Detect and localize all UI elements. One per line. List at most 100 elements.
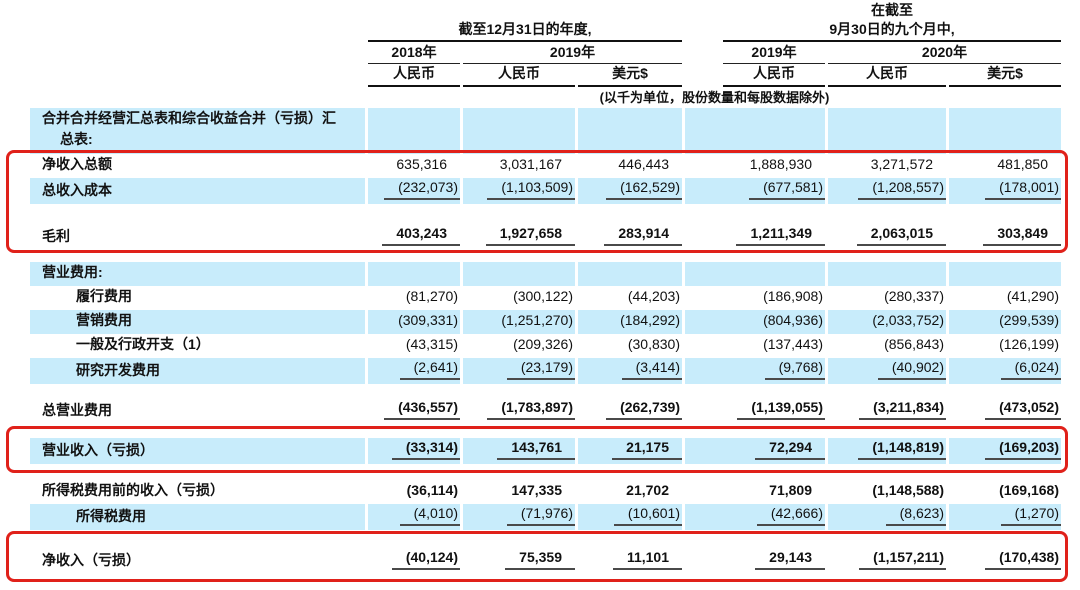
- cell-value: (184,292): [578, 310, 682, 334]
- cell-value: (1,139,055): [685, 398, 825, 424]
- cell-value: (126,199): [949, 334, 1061, 358]
- table-row: 一般及行政开支（1） (43,315) (209,326) (30,830) (137,…: [30, 334, 1061, 358]
- value-text: 3,271,572: [870, 156, 933, 172]
- value-text: 11,101: [612, 548, 682, 570]
- value-text: (4,010): [399, 504, 460, 526]
- table-row-section-header: 合并合并经营汇总表和综合收益合并（亏损）汇 总表:: [30, 108, 1061, 154]
- table-row: 所得税费用 (4,010) (71,976) (10,601) (42,666) (8,6…: [30, 504, 1061, 530]
- table-row: 总收入成本 (232,073) (1,103,509) (162,529) (677,5…: [30, 178, 1061, 204]
- value-text: (9,768): [764, 358, 825, 380]
- header-spacer-cell: [30, 87, 365, 108]
- value-text: (473,052): [985, 398, 1061, 420]
- cell-value: (23,179): [463, 358, 575, 384]
- section-header-fill: [368, 108, 460, 154]
- spacer-cell: [30, 530, 1061, 544]
- value-text: (2,641): [399, 358, 460, 380]
- cell-value: 1,888,930: [685, 154, 825, 178]
- table-row: 净收入总额 635,316 3,031,167 446,443 1,888,930 3,2…: [30, 154, 1061, 178]
- cell-value: (280,337): [828, 286, 946, 310]
- row-label: 研究开发费用: [30, 358, 365, 384]
- cell-value: (186,908): [685, 286, 825, 310]
- value-text: (232,073): [384, 178, 460, 200]
- section-header-fill: [685, 108, 825, 154]
- value-text: (1,157,211): [859, 548, 946, 570]
- cell-value: 635,316: [368, 154, 460, 178]
- cell-value: (10,601): [578, 504, 682, 530]
- value-text: (1,148,819): [858, 438, 946, 460]
- header-currency-rmb-4: 人民币: [828, 64, 946, 87]
- value-text: (1,783,897): [487, 398, 575, 420]
- value-text: 1,888,930: [749, 156, 812, 172]
- value-text: (300,122): [513, 288, 573, 304]
- cell-value: (170,438): [949, 544, 1061, 574]
- cell-value: (1,208,557): [828, 178, 946, 204]
- cell-value: 11,101: [578, 544, 682, 574]
- value-text: (8,623): [885, 504, 946, 526]
- header-currency-rmb-1: 人民币: [368, 64, 460, 87]
- cell-value: 72,294: [685, 438, 825, 464]
- value-text: (209,326): [513, 336, 573, 352]
- row-label: 总收入成本: [30, 178, 365, 204]
- header-year-2018: 2018年: [368, 42, 460, 64]
- value-text: (186,908): [763, 288, 823, 304]
- value-text: 21,702: [626, 482, 669, 498]
- financial-statement-table: 截至12月31日的年度, 在截至 9月30日的九个月中, 2018年 2019年…: [27, 0, 1064, 574]
- value-text: (262,739): [606, 398, 682, 420]
- cell-value: (169,203): [949, 438, 1061, 464]
- header-year-2020-9m: 2020年: [828, 42, 1061, 64]
- value-text: (126,199): [999, 336, 1059, 352]
- header-currency-row: 人民币 人民币 美元$ 人民币 人民币 美元$: [30, 64, 1061, 87]
- header-period-fiscal-years: 截至12月31日的年度,: [368, 0, 682, 42]
- cell-value: (1,251,270): [463, 310, 575, 334]
- units-note: (以千为单位，股份数量和每股数据除外): [599, 90, 830, 105]
- cell-value: 147,335: [463, 480, 575, 504]
- value-text: (40,124): [391, 548, 460, 570]
- row-label: 所得税费用: [30, 504, 365, 530]
- value-text: (1,251,270): [501, 312, 573, 328]
- header-currency-usd-1: 美元$: [578, 64, 682, 87]
- value-text: (162,529): [606, 178, 682, 200]
- table-row: 营业费用:: [30, 262, 1061, 286]
- cell-value: (677,581): [685, 178, 825, 204]
- cell-value: 1,927,658: [463, 218, 575, 250]
- cell-value: (1,148,588): [828, 480, 946, 504]
- cell-value: (2,033,752): [828, 310, 946, 334]
- cell-value: [685, 262, 825, 286]
- table-body: 合并合并经营汇总表和综合收益合并（亏损）汇 总表: 净收入总额 635,316 3,…: [30, 108, 1061, 574]
- row-label: 净收入总额: [42, 156, 112, 172]
- value-text: 72,294: [755, 438, 825, 460]
- value-text: (3,414): [621, 358, 682, 380]
- value-text: (42,666): [756, 504, 825, 526]
- value-text: (169,168): [999, 482, 1059, 498]
- cell-value: 2,063,015: [828, 218, 946, 250]
- value-text: 403,243: [382, 224, 460, 246]
- cell-value: (137,443): [685, 334, 825, 358]
- cell-value: 3,271,572: [828, 154, 946, 178]
- table-row: 总营业费用 (436,557) (1,783,897) (262,739) (1,139…: [30, 398, 1061, 424]
- value-text: (30,830): [627, 336, 680, 352]
- value-text: (677,581): [749, 178, 825, 200]
- value-text: 71,809: [769, 482, 812, 498]
- header-period-nine-months-inner: 在截至 9月30日的九个月中,: [723, 1, 1061, 42]
- value-text: 2,063,015: [856, 224, 946, 246]
- value-text: 143,761: [497, 438, 575, 460]
- section-header-fill: [463, 108, 575, 154]
- value-text: (6,024): [1000, 358, 1061, 380]
- cell-value: (71,976): [463, 504, 575, 530]
- cell-value: [463, 262, 575, 286]
- header-currency-usd-2: 美元$: [949, 64, 1061, 87]
- row-label: 履行费用: [76, 288, 132, 304]
- row-label: 营业收入（亏损）: [30, 438, 365, 464]
- value-text: (309,331): [398, 312, 458, 328]
- cell-value: 71,809: [685, 480, 825, 504]
- cell-value: (209,326): [463, 334, 575, 358]
- value-text: (1,148,588): [872, 482, 944, 498]
- value-text: (436,557): [384, 398, 460, 420]
- spacer-row: [30, 530, 1061, 544]
- cell-value: (262,739): [578, 398, 682, 424]
- row-label: 所得税费用前的收入（亏损）: [42, 482, 224, 498]
- value-text: (43,315): [405, 336, 458, 352]
- cell-value: (44,203): [578, 286, 682, 310]
- cell-value: (856,843): [828, 334, 946, 358]
